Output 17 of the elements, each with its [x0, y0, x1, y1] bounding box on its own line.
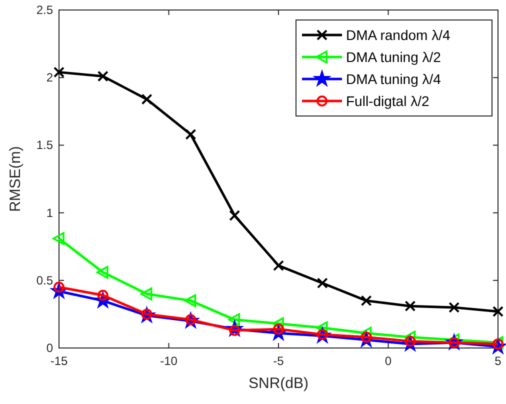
- legend-label: DMA random λ/4: [346, 27, 450, 43]
- y-tick-label: 0.5: [36, 273, 54, 288]
- y-tick-label: 1: [46, 206, 54, 220]
- x-axis-title: SNR(dB): [248, 375, 309, 392]
- x-tick-label: -10: [160, 354, 178, 368]
- y-tick-label: 2: [46, 70, 54, 85]
- legend-label: Full-digtal λ/2: [346, 93, 430, 109]
- x-tick-label: -5: [273, 354, 284, 368]
- y-tick-label: 1.5: [36, 138, 54, 152]
- y-axis-title: RMSE(m): [7, 146, 24, 212]
- y-tick-label: 2.5: [36, 3, 54, 17]
- legend-label: DMA tuning λ/2: [346, 49, 442, 65]
- y-tick-label: 0: [46, 341, 54, 355]
- x-tick-label: 5: [494, 354, 502, 368]
- x-tick-label: -15: [50, 354, 68, 368]
- x-tick-label: 0: [384, 354, 392, 368]
- legend-label: DMA tuning λ/4: [346, 71, 442, 87]
